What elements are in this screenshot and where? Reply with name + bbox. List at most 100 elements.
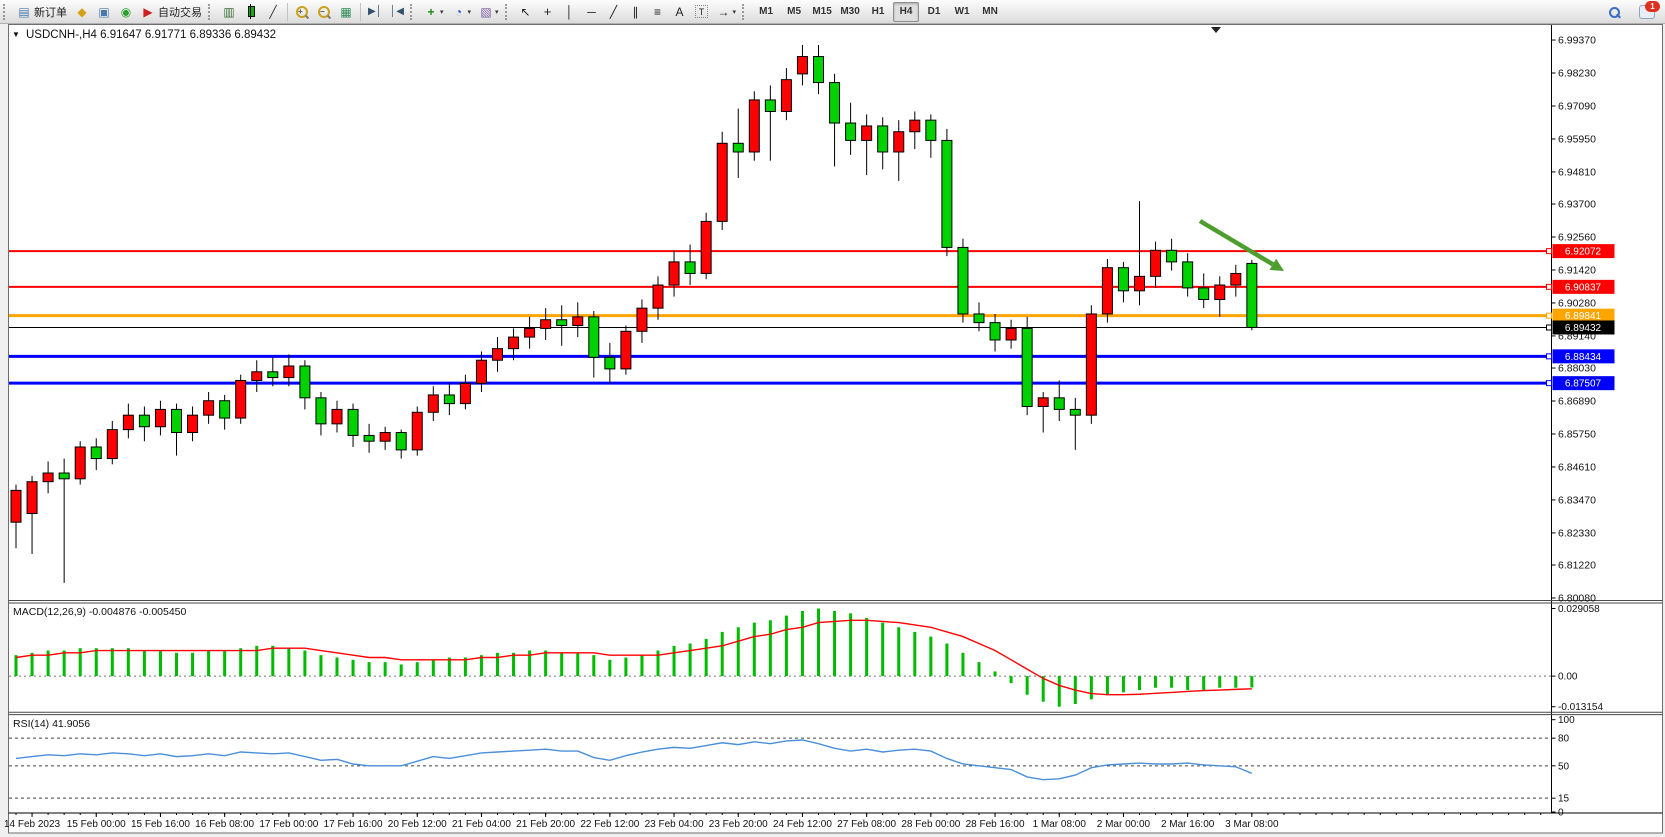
- symbol-dropdown-icon[interactable]: ▼: [12, 30, 20, 39]
- x-axis-label: 23 Feb 04:00: [645, 819, 704, 830]
- draw-icon: ╱: [609, 4, 618, 19]
- level-anchor: [1546, 283, 1552, 290]
- macd-histogram-bar: [351, 659, 355, 677]
- tf-m5-button[interactable]: M5: [787, 6, 802, 17]
- tf-m1-button[interactable]: M1: [759, 6, 774, 17]
- candle-body: [572, 316, 584, 327]
- candle-body: [1150, 249, 1162, 277]
- auto-trading-button[interactable]: ▶ 自动交易: [138, 2, 205, 22]
- macd-histogram-bar: [415, 662, 419, 677]
- x-axis-label: 17 Feb 16:00: [324, 819, 383, 830]
- tile-windows-button[interactable]: ▦: [336, 2, 356, 22]
- candle-body: [492, 348, 503, 361]
- shift-marker-icon[interactable]: [1211, 27, 1221, 33]
- macd-histogram-bar: [833, 610, 837, 677]
- y-tick-label: 6.90280: [1558, 297, 1596, 309]
- cursor-button[interactable]: ↖: [516, 2, 536, 22]
- macd-histogram-bar: [688, 643, 692, 677]
- x-axis-label: 28 Feb 00:00: [901, 819, 960, 830]
- text-button[interactable]: A: [670, 2, 690, 22]
- candle-body: [1069, 408, 1081, 416]
- x-axis-label: 15 Feb 00:00: [67, 819, 126, 830]
- tf-h1-button[interactable]: H1: [871, 6, 885, 17]
- price-tag-label: 6.92072: [1565, 247, 1602, 258]
- toolbar-grip: [208, 3, 215, 20]
- fibonacci-button[interactable]: ≡: [648, 2, 668, 22]
- candle-body: [138, 414, 150, 428]
- chevron-down-icon[interactable]: ▾: [495, 8, 499, 16]
- tf-m30-button[interactable]: M30: [840, 6, 860, 17]
- y-tick-label: 6.97090: [1558, 100, 1596, 112]
- text-label-button[interactable]: T: [692, 2, 712, 22]
- candle-body: [700, 220, 712, 274]
- toolbar-separator: [360, 2, 361, 21]
- tf-m15-button[interactable]: M15: [812, 6, 832, 17]
- trendline-button[interactable]: ╱: [604, 2, 624, 22]
- zoom-in-button[interactable]: +: [292, 2, 312, 22]
- chart-shift-button[interactable]: │◀: [387, 2, 407, 22]
- bar-chart-button[interactable]: ▥: [219, 2, 239, 22]
- candle-body: [941, 139, 953, 248]
- y-tick-label: 6.93700: [1558, 199, 1596, 211]
- chevron-down-icon[interactable]: ▾: [732, 8, 737, 16]
- equidistant-channel-button[interactable]: ∥: [626, 2, 646, 22]
- signals-button[interactable]: ◉: [116, 2, 136, 22]
- candle-chart-button[interactable]: [241, 2, 261, 22]
- arrows-button[interactable]: → ▾: [714, 2, 740, 22]
- search-button[interactable]: [1604, 2, 1624, 22]
- crosshair-button[interactable]: +: [538, 2, 558, 22]
- macd-histogram-bar: [399, 664, 403, 677]
- vertical-line-button[interactable]: │: [560, 2, 580, 22]
- macd-histogram-bar: [46, 650, 50, 677]
- macd-histogram-bar: [463, 657, 467, 677]
- macd-histogram-bar: [592, 655, 596, 677]
- indicators-button[interactable]: + ▾: [421, 2, 447, 22]
- price-tag-label: 6.89432: [1565, 323, 1602, 334]
- macd-signal-line: [15, 619, 1252, 696]
- macd-histogram-bar: [14, 655, 18, 677]
- tf-mn-button[interactable]: MN: [982, 6, 998, 17]
- candle-body: [877, 125, 889, 153]
- y-tick-label: 6.92560: [1558, 232, 1596, 244]
- macd-histogram-bar: [1170, 676, 1174, 688]
- trend-arrow-annotation[interactable]: [1198, 219, 1274, 267]
- charts-profile-button[interactable]: ◆: [72, 2, 92, 22]
- price-tag: [1552, 244, 1615, 259]
- draw-icon: ≡: [654, 4, 662, 19]
- candle-body: [475, 359, 487, 384]
- label-t-icon: T: [695, 5, 709, 18]
- macd-histogram-bar: [512, 652, 516, 677]
- candle-body: [748, 99, 760, 153]
- macd-histogram-bar: [1009, 676, 1013, 684]
- candle-body: [620, 330, 632, 370]
- tf-h4-button[interactable]: H4: [893, 1, 920, 22]
- draw-icon: ∥: [632, 4, 639, 19]
- y-tick-label: 6.86890: [1558, 396, 1596, 408]
- macd-histogram-bar: [1154, 676, 1158, 688]
- tf-d1-button[interactable]: D1: [927, 6, 941, 17]
- candle-body: [524, 327, 536, 338]
- templates-button[interactable]: ▧ ▾: [476, 2, 502, 22]
- chevron-down-icon[interactable]: ▾: [440, 8, 444, 16]
- candle-body: [668, 261, 680, 286]
- x-axis-label: 14 Feb 2023: [4, 819, 61, 830]
- x-axis-label: 21 Feb 20:00: [516, 819, 575, 830]
- horizontal-line-button[interactable]: ─: [582, 2, 602, 22]
- new-order-label: 新订单: [34, 6, 67, 19]
- macd-histogram-bar: [993, 671, 997, 677]
- periods-button[interactable]: ◔ ▾: [449, 2, 475, 22]
- candle-body: [604, 356, 616, 370]
- macd-histogram-bar: [142, 650, 146, 677]
- candle-body: [684, 261, 696, 274]
- zoom-out-button[interactable]: −: [314, 2, 334, 22]
- auto-scroll-button[interactable]: ▶│: [365, 2, 385, 22]
- chat-button[interactable]: 1: [1636, 1, 1660, 22]
- line-chart-button[interactable]: ╱: [263, 2, 283, 22]
- tf-w1-button[interactable]: W1: [954, 6, 970, 17]
- new-order-button[interactable]: ▤ 新订单: [14, 2, 70, 22]
- chevron-down-icon[interactable]: ▾: [467, 8, 472, 16]
- candle-body: [861, 125, 873, 141]
- chart-window: [8, 24, 1663, 834]
- terminal-button[interactable]: ▣: [94, 2, 114, 22]
